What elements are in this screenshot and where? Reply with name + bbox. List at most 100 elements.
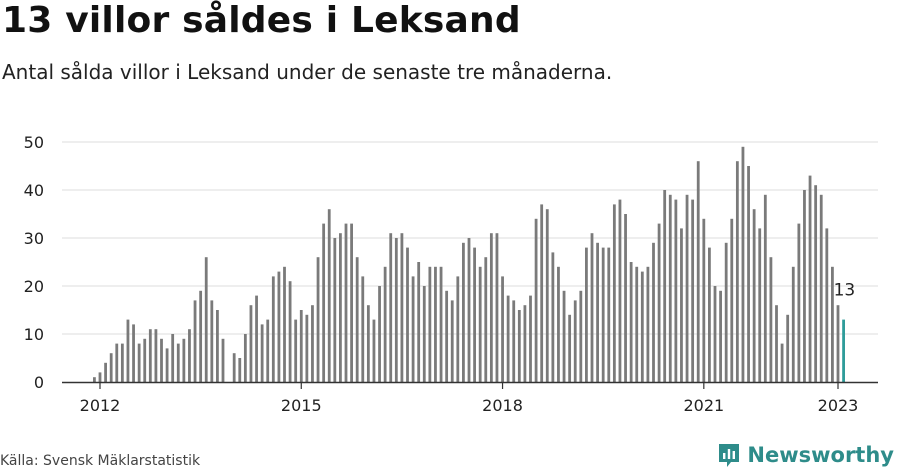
bar bbox=[255, 295, 258, 382]
bar bbox=[529, 295, 532, 382]
bar bbox=[663, 190, 667, 382]
bar bbox=[216, 310, 219, 382]
bar bbox=[266, 319, 270, 382]
bar bbox=[517, 310, 521, 382]
bar bbox=[389, 233, 393, 382]
bar bbox=[339, 233, 342, 382]
bar bbox=[831, 266, 834, 382]
bar bbox=[836, 305, 840, 382]
bar bbox=[573, 300, 577, 382]
bar bbox=[98, 372, 102, 382]
bar bbox=[199, 290, 203, 382]
bar bbox=[775, 305, 778, 382]
bar bbox=[601, 247, 605, 382]
bar bbox=[585, 247, 588, 382]
bar bbox=[534, 218, 538, 382]
bar bbox=[747, 166, 750, 382]
bar bbox=[506, 295, 510, 382]
bar bbox=[204, 257, 208, 382]
bar bbox=[355, 257, 359, 382]
bar bbox=[232, 353, 236, 382]
bar bbox=[327, 209, 331, 382]
bar bbox=[819, 194, 823, 382]
bar bbox=[803, 190, 806, 382]
bar bbox=[713, 286, 717, 382]
bar bbox=[752, 209, 756, 382]
source-note: Källa: Svensk Mäklarstatistik bbox=[0, 453, 201, 469]
bar bbox=[501, 276, 504, 382]
bar bbox=[489, 233, 493, 382]
y-tick-label: 40 bbox=[24, 181, 44, 200]
bar bbox=[171, 334, 175, 382]
bar bbox=[210, 300, 214, 382]
bar bbox=[193, 300, 197, 382]
bar bbox=[271, 276, 275, 382]
bar bbox=[221, 338, 225, 382]
bar bbox=[428, 266, 432, 382]
bar bbox=[243, 334, 247, 382]
bar bbox=[350, 223, 353, 382]
bar bbox=[724, 242, 728, 382]
bar bbox=[551, 252, 555, 382]
x-tick-label: 2018 bbox=[482, 396, 523, 415]
bar bbox=[607, 247, 611, 382]
bar bbox=[568, 314, 572, 382]
bar bbox=[646, 266, 650, 382]
brand-name: Newsworthy bbox=[747, 443, 894, 467]
bar bbox=[540, 204, 544, 382]
bar bbox=[383, 266, 387, 382]
bar bbox=[730, 218, 734, 382]
bar bbox=[702, 218, 706, 382]
bar bbox=[791, 266, 795, 382]
bar bbox=[361, 276, 365, 382]
bar bbox=[814, 185, 818, 382]
bar bbox=[333, 238, 337, 382]
bar bbox=[763, 194, 767, 382]
chart-subtitle: Antal sålda villor i Leksand under de se… bbox=[2, 60, 613, 84]
bar bbox=[120, 343, 124, 382]
newsworthy-brand[interactable]: Newsworthy bbox=[717, 442, 894, 468]
bar bbox=[624, 214, 627, 382]
y-tick-label: 10 bbox=[24, 325, 44, 344]
bar bbox=[456, 276, 460, 382]
bar bbox=[132, 324, 135, 382]
x-tick-label: 2015 bbox=[281, 396, 322, 415]
bar bbox=[143, 338, 147, 382]
bar bbox=[786, 314, 790, 382]
bar bbox=[188, 329, 191, 382]
bar bbox=[400, 233, 404, 382]
bar bbox=[238, 358, 242, 382]
bar bbox=[484, 257, 488, 382]
bar bbox=[825, 228, 829, 382]
bar bbox=[674, 199, 678, 382]
bar bbox=[394, 238, 398, 382]
bar bbox=[93, 377, 96, 382]
bar bbox=[473, 247, 476, 382]
bar bbox=[288, 281, 292, 382]
bar bbox=[249, 305, 253, 382]
bar bbox=[680, 228, 683, 382]
bar bbox=[696, 161, 700, 382]
y-tick-label: 30 bbox=[24, 229, 44, 248]
bar bbox=[780, 343, 784, 382]
bar bbox=[579, 290, 583, 382]
bar bbox=[344, 223, 348, 382]
bar bbox=[299, 310, 303, 382]
bar bbox=[148, 329, 152, 382]
y-tick-label: 50 bbox=[24, 133, 44, 152]
bar bbox=[691, 199, 695, 382]
bar bbox=[378, 286, 381, 382]
bar bbox=[462, 242, 465, 382]
bar bbox=[618, 199, 622, 382]
newsworthy-logo-icon bbox=[719, 444, 740, 467]
bar bbox=[176, 343, 180, 382]
bar bbox=[126, 319, 130, 382]
bar bbox=[366, 305, 370, 382]
bar bbox=[596, 242, 599, 382]
bar bbox=[115, 343, 119, 382]
bar bbox=[719, 290, 722, 382]
bar bbox=[260, 324, 264, 382]
bar bbox=[104, 362, 107, 382]
bar bbox=[612, 204, 616, 382]
bar bbox=[797, 223, 801, 382]
